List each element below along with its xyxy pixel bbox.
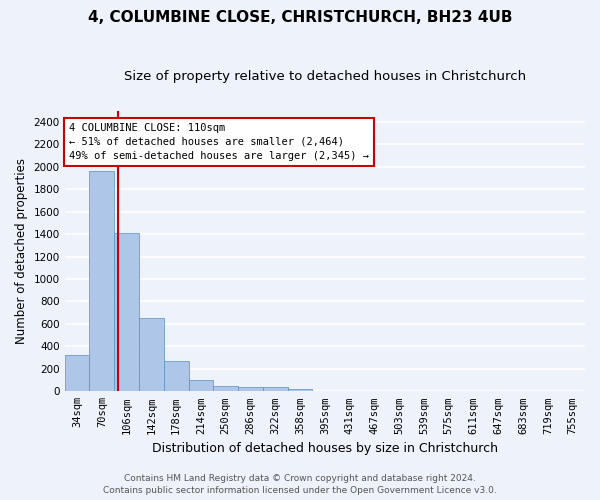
Bar bbox=[287, 389, 313, 392]
Text: 4, COLUMBINE CLOSE, CHRISTCHURCH, BH23 4UB: 4, COLUMBINE CLOSE, CHRISTCHURCH, BH23 4… bbox=[88, 10, 512, 25]
Bar bbox=[238, 386, 263, 392]
Bar bbox=[164, 361, 188, 392]
Bar bbox=[214, 386, 238, 392]
Bar bbox=[89, 171, 114, 392]
Bar bbox=[139, 318, 164, 392]
Bar bbox=[188, 380, 214, 392]
Bar bbox=[114, 233, 139, 392]
Bar bbox=[263, 387, 287, 392]
Bar bbox=[65, 355, 89, 392]
Text: 4 COLUMBINE CLOSE: 110sqm
← 51% of detached houses are smaller (2,464)
49% of se: 4 COLUMBINE CLOSE: 110sqm ← 51% of detac… bbox=[69, 123, 369, 161]
Y-axis label: Number of detached properties: Number of detached properties bbox=[15, 158, 28, 344]
Title: Size of property relative to detached houses in Christchurch: Size of property relative to detached ho… bbox=[124, 70, 526, 83]
Text: Contains HM Land Registry data © Crown copyright and database right 2024.
Contai: Contains HM Land Registry data © Crown c… bbox=[103, 474, 497, 495]
X-axis label: Distribution of detached houses by size in Christchurch: Distribution of detached houses by size … bbox=[152, 442, 498, 455]
